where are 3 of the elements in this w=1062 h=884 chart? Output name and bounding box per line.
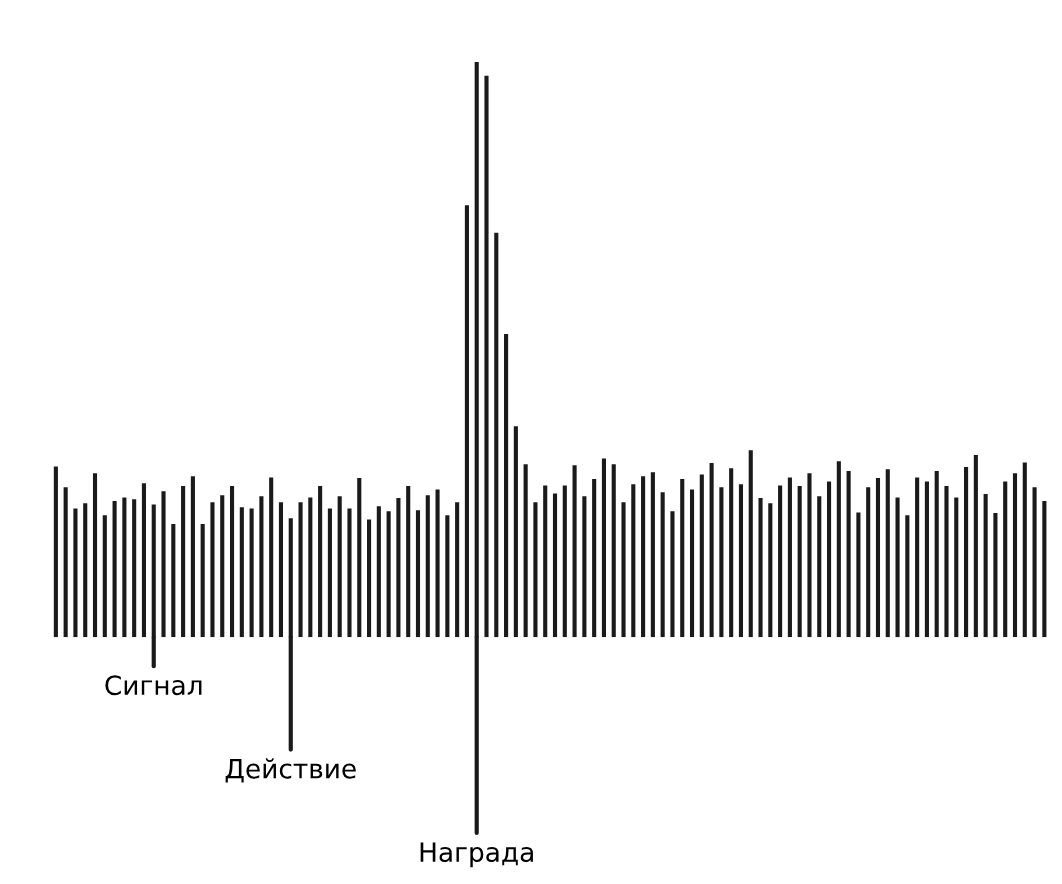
text: Награда: [420, 842, 533, 868]
text: Действие: [225, 758, 356, 783]
text: Сигнал: [105, 675, 202, 696]
